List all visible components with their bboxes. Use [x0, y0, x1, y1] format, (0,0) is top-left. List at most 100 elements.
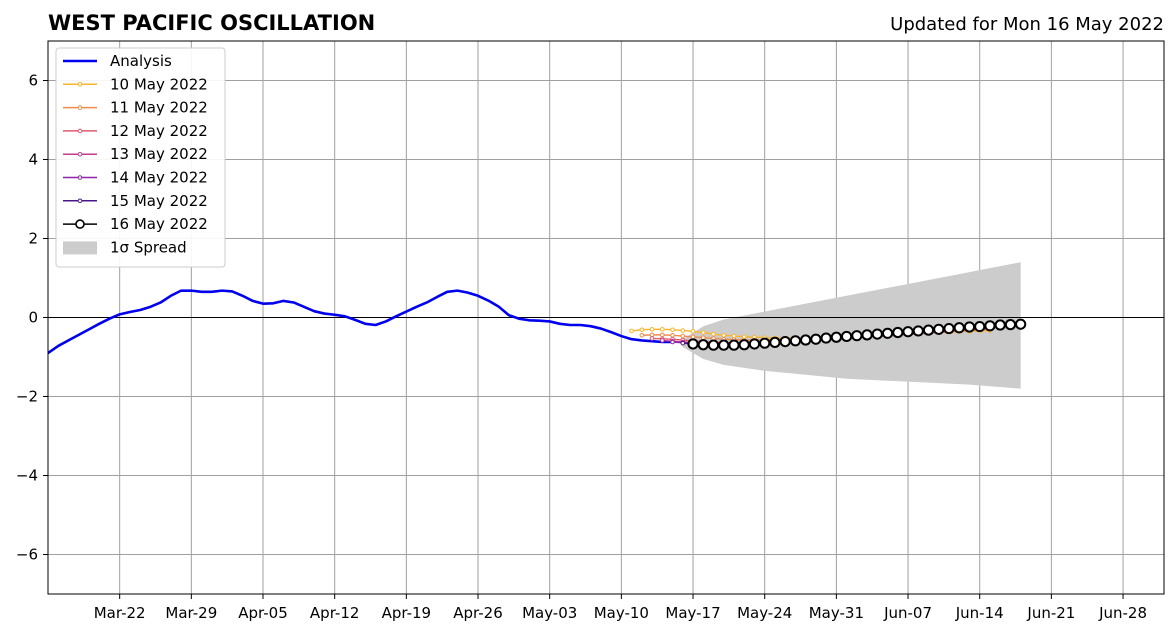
forecast-point	[789, 335, 802, 347]
forecast-point	[718, 339, 730, 351]
legend-label: 13 May 2022	[110, 145, 208, 163]
legend-label: Analysis	[110, 52, 172, 70]
spread-layer	[682, 262, 1021, 389]
x-tick-label: May-03	[522, 604, 577, 622]
series-layer	[47, 289, 1027, 355]
legend: Analysis 10 May 2022 11 May 2022 12 May 202…	[55, 47, 226, 268]
y-tick-label: −4	[16, 467, 38, 485]
forecast-point	[881, 327, 894, 339]
forecast-point	[779, 335, 791, 348]
forecast-point	[670, 332, 675, 338]
x-tick-label: May-24	[737, 604, 792, 622]
forecast-point	[1015, 318, 1027, 330]
x-tick-label: Apr-05	[238, 604, 288, 622]
legend-label: 15 May 2022	[110, 192, 208, 210]
chart-title: WEST PACIFIC OSCILLATION	[48, 11, 375, 35]
forecast-point	[994, 319, 1006, 331]
axis-ticks: −6 −4 −2 0 2 4 6 Mar-22 Mar-29 Apr-05 Apr-12 Apr-19…	[16, 72, 1147, 623]
forecast-point	[680, 333, 686, 339]
y-tick-label: 2	[28, 230, 38, 248]
forecast-point	[943, 322, 955, 335]
forecast-point	[697, 339, 709, 351]
y-tick-label: 0	[28, 309, 38, 327]
forecast-point	[800, 334, 812, 346]
x-tick-label: Jun-21	[1026, 604, 1075, 622]
forecast-point	[700, 330, 706, 335]
legend-label: 1σ Spread	[110, 238, 187, 256]
y-tick-label: −2	[16, 388, 38, 406]
forecast-point	[649, 327, 655, 332]
forecast-point	[871, 328, 883, 340]
legend-label: 14 May 2022	[110, 169, 208, 187]
forecast-point	[1004, 319, 1017, 331]
forecast-point	[629, 328, 634, 334]
x-tick-label: Apr-12	[310, 604, 360, 622]
forecast-point	[933, 323, 945, 335]
legend-swatch-marker	[75, 219, 85, 229]
legend-swatch-marker	[77, 105, 83, 110]
legend-label: 11 May 2022	[110, 99, 208, 117]
legend-swatch-marker	[77, 151, 83, 157]
x-tick-label: Jun-28	[1098, 604, 1147, 622]
forecast-point	[711, 331, 716, 337]
x-tick-label: Apr-19	[382, 604, 432, 622]
x-tick-label: May-10	[594, 604, 649, 622]
forecast-point	[660, 332, 665, 338]
forecast-point	[984, 320, 996, 332]
x-tick-label: May-17	[665, 604, 720, 622]
legend-label: 12 May 2022	[110, 122, 208, 140]
x-tick-label: Mar-22	[94, 604, 146, 622]
legend-swatch-marker	[77, 198, 83, 204]
forecast-point	[912, 325, 924, 337]
forecast-point	[660, 338, 665, 343]
legend-label: 16 May 2022	[110, 215, 208, 233]
x-tick-label: Jun-14	[955, 604, 1004, 622]
x-tick-label: May-31	[809, 604, 864, 622]
forecast-point	[841, 330, 853, 343]
forecast-point	[649, 336, 655, 341]
forecast-point	[721, 332, 727, 338]
forecast-point	[670, 339, 675, 345]
y-tick-label: −6	[16, 546, 38, 564]
legend-swatch-marker	[77, 128, 83, 134]
forecast-point	[748, 338, 761, 350]
forecast-point	[670, 327, 675, 333]
x-tick-label: Apr-26	[453, 604, 503, 622]
forecast-point	[660, 327, 665, 332]
forecast-point	[953, 322, 965, 334]
y-tick-label: 4	[28, 151, 38, 169]
y-tick-label: 6	[28, 72, 38, 90]
forecast-point	[687, 338, 699, 350]
series-analysis	[47, 289, 673, 355]
forecast-point	[902, 326, 914, 338]
forecast-point	[830, 331, 842, 343]
legend-box	[55, 47, 226, 268]
forecast-point	[738, 339, 750, 351]
chart-subtitle: Updated for Mon 16 May 2022	[890, 14, 1164, 35]
forecast-point	[680, 328, 686, 333]
legend-swatch-marker	[77, 82, 83, 87]
forecast-point	[690, 329, 696, 334]
forecast-point	[861, 329, 873, 341]
legend-swatch-spread	[63, 241, 97, 255]
x-tick-label: Mar-29	[165, 604, 217, 622]
series-16-may-2022	[687, 318, 1027, 351]
forecast-point	[690, 334, 696, 340]
forecast-point	[707, 339, 720, 351]
forecast-point	[700, 335, 706, 340]
forecast-point	[769, 336, 781, 348]
spread-band	[682, 262, 1021, 389]
forecast-point	[680, 340, 686, 346]
forecast-point	[759, 337, 771, 349]
forecast-point	[639, 332, 645, 338]
legend-swatch-marker	[77, 175, 83, 180]
forecast-point	[728, 339, 740, 351]
forecast-point	[922, 324, 935, 336]
forecast-point	[810, 333, 822, 345]
forecast-point	[639, 327, 645, 333]
x-tick-label: Jun-07	[883, 604, 932, 622]
forecast-point	[851, 330, 863, 342]
analysis-line	[47, 289, 673, 355]
forecast-point	[820, 332, 832, 344]
